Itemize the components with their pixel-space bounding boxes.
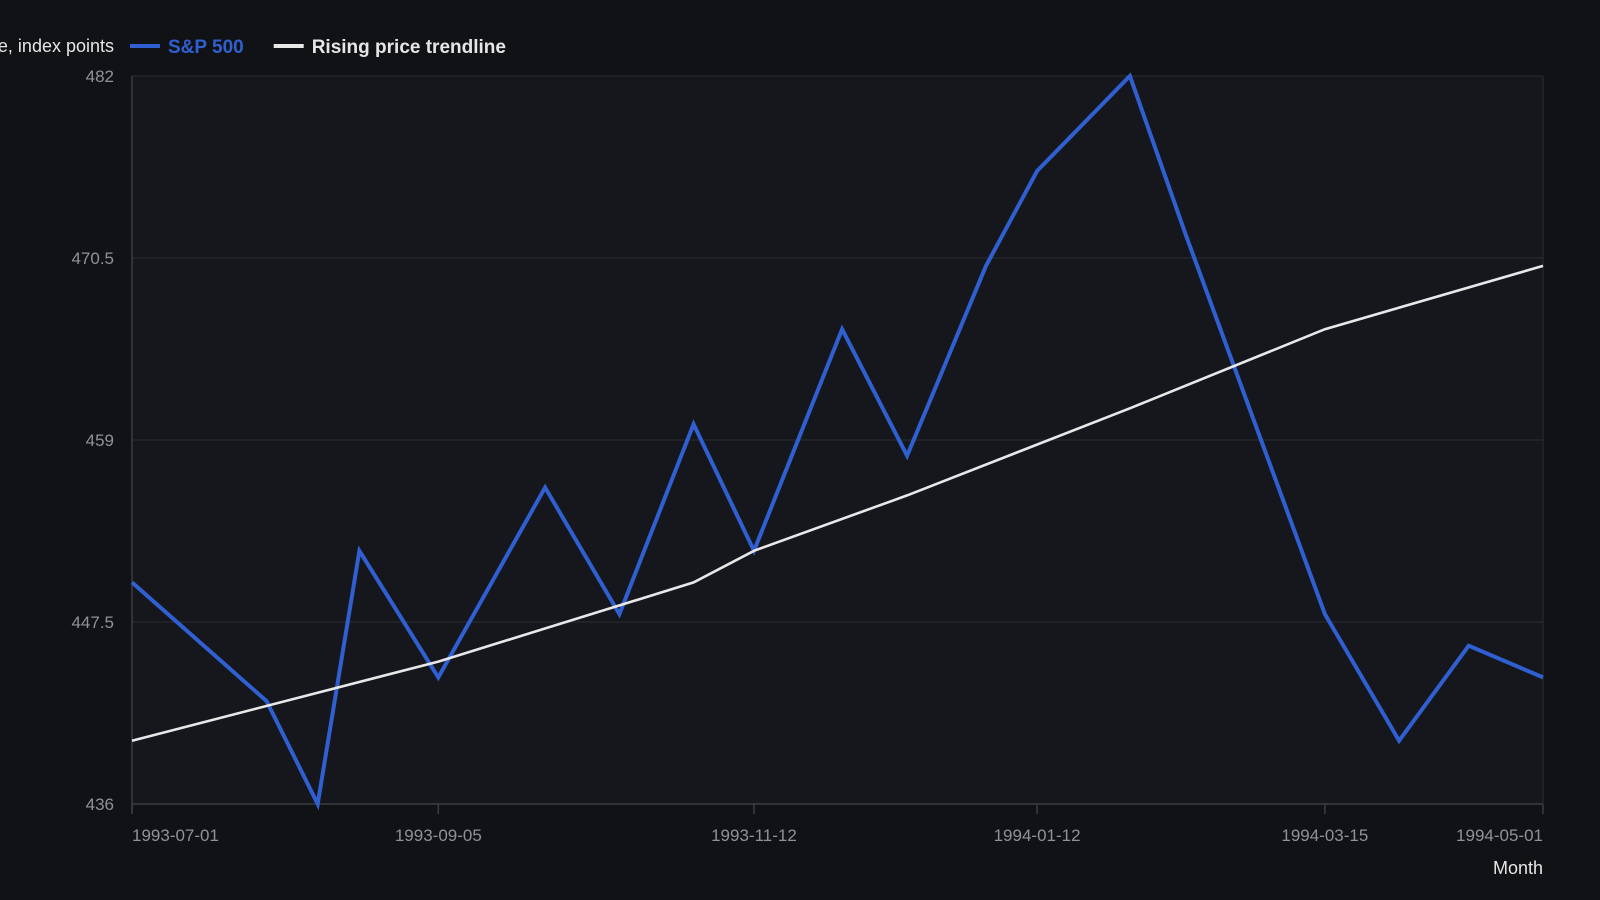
- x-ticks: 1993-07-01 1993-09-05 1993-11-12 1994-01-12…: [131, 804, 1544, 845]
- y-tick-label: 470.5: [71, 249, 114, 268]
- y-tick-label: 436: [86, 795, 114, 814]
- y-tick-label: 482: [86, 67, 114, 86]
- x-axis-label: Month: [1493, 858, 1543, 878]
- legend-label: Rising price trendline: [312, 37, 506, 58]
- x-tick-label: 1993-11-12: [711, 826, 797, 845]
- y-axis-label: Close, index points: [0, 36, 114, 56]
- x-tick-label: 1993-09-05: [395, 826, 482, 845]
- axes: [131, 75, 1544, 812]
- legend: Close, index points S&P 500 Rising price …: [0, 36, 506, 58]
- x-tick-label: 1994-05-01: [1456, 826, 1543, 845]
- series-line-sp500: [130, 72, 1544, 811]
- x-tick-label: 1994-01-12: [994, 826, 1081, 845]
- series-group: [130, 72, 1544, 811]
- legend-label: S&P 500: [168, 37, 244, 58]
- y-ticks: 436 447.5 459 470.5 482: [71, 67, 114, 814]
- x-tick-label: 1994-03-15: [1281, 826, 1368, 845]
- y-tick-label: 447.5: [71, 613, 114, 632]
- x-tick-label: 1993-07-01: [132, 826, 219, 845]
- y-tick-label: 459: [86, 431, 114, 450]
- series-line-trendline: [131, 264, 1544, 742]
